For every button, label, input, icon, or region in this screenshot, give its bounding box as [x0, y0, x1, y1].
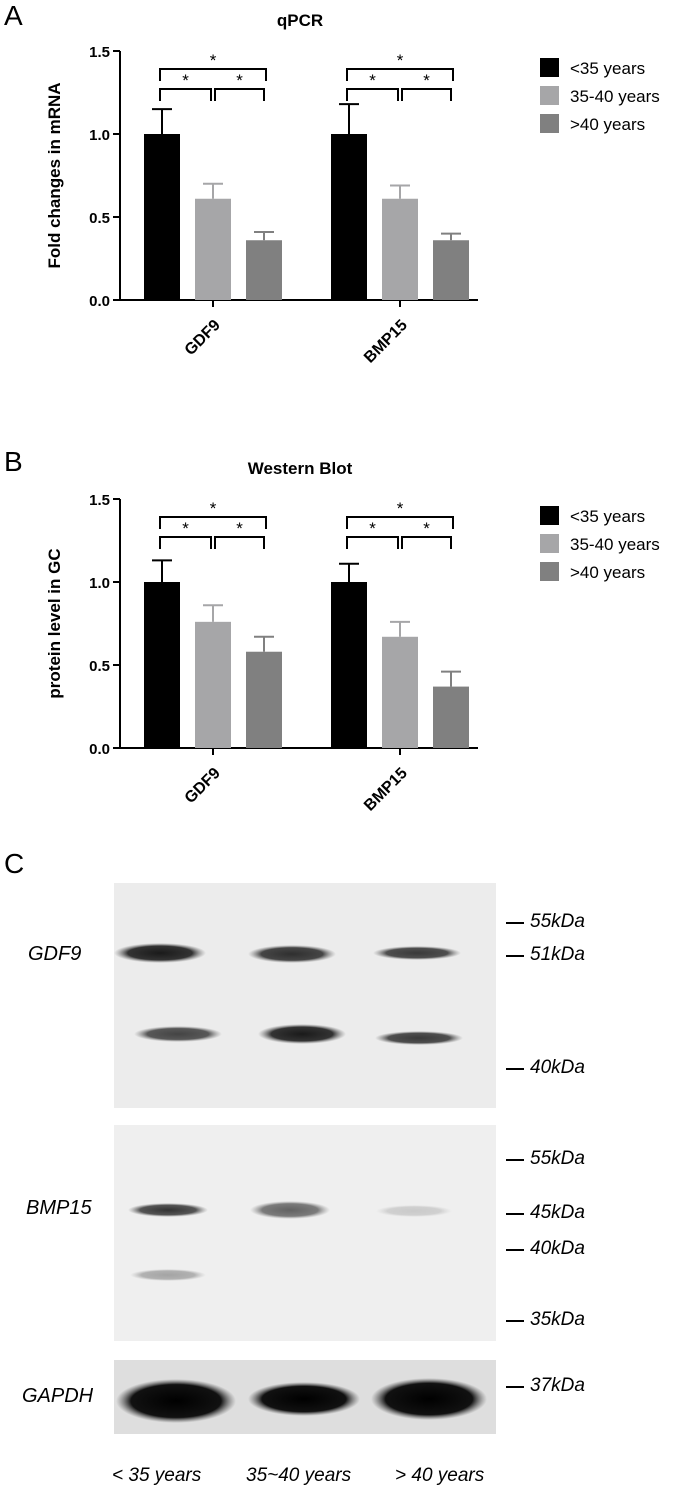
legend-label: >40 years — [570, 115, 645, 134]
chart-title: qPCR — [277, 11, 323, 30]
bmp15-marker-40: 40kDa — [506, 1238, 585, 1259]
legend-swatch — [540, 534, 559, 553]
y-tick-label: 0.5 — [89, 658, 110, 675]
x-tick-label: GDF9 — [182, 765, 224, 807]
bar — [144, 134, 180, 300]
significance-star: * — [182, 519, 189, 538]
significance-star: * — [397, 499, 404, 518]
significance-bracket — [214, 536, 265, 549]
y-tick-label: 1.5 — [89, 492, 110, 509]
chart-title: Western Blot — [248, 459, 353, 478]
significance-star: * — [210, 499, 217, 518]
bar — [195, 621, 231, 748]
bar — [331, 134, 367, 300]
significance-star: * — [397, 51, 404, 70]
significance-bracket — [401, 88, 452, 101]
y-axis-label: protein level in GC — [45, 548, 64, 698]
significance-star: * — [369, 71, 376, 90]
significance-bracket — [159, 68, 267, 81]
panel-letter-c: C — [4, 848, 25, 879]
significance-bracket — [346, 516, 454, 529]
gapdh-blot-label: GAPDH — [22, 1385, 94, 1407]
y-tick-label: 1.0 — [89, 127, 110, 144]
qpcr-chart: qPCR 0.0 0.5 1.0 1.5 Fold changes in mRNA GDF9… — [45, 11, 660, 367]
legend-label: >40 years — [570, 563, 645, 582]
legend-label: 35-40 years — [570, 535, 660, 554]
bar — [144, 582, 180, 748]
lane-label-gt40: > 40 years — [395, 1465, 485, 1486]
legend-label: <35 years — [570, 59, 645, 78]
x-tick-label: BMP15 — [361, 317, 411, 367]
bmp15-blot-image — [114, 1125, 496, 1341]
significance-star: * — [369, 519, 376, 538]
y-tick-label: 1.5 — [89, 44, 110, 61]
y-tick-label: 0.5 — [89, 210, 110, 227]
bar — [382, 198, 418, 300]
bmp15-marker-45: 45kDa — [506, 1202, 585, 1223]
panel-letter-b: B — [4, 446, 23, 477]
legend-label: 35-40 years — [570, 87, 660, 106]
gdf9-marker-51: 51kDa — [506, 944, 585, 965]
gdf9-marker-55: 55kDa — [506, 911, 585, 932]
x-tick-label: GDF9 — [182, 317, 224, 359]
bar — [433, 686, 469, 748]
significance-bracket — [346, 536, 399, 549]
significance-bracket — [159, 536, 212, 549]
significance-star: * — [423, 519, 430, 538]
gdf9-blot-label: GDF9 — [28, 943, 82, 965]
gapdh-marker-37: 37kDa — [506, 1375, 585, 1396]
significance-bracket — [346, 68, 454, 81]
gapdh-blot-image — [114, 1360, 496, 1434]
bar — [433, 240, 469, 300]
significance-star: * — [423, 71, 430, 90]
bar — [195, 198, 231, 300]
significance-bracket — [159, 516, 267, 529]
significance-bracket — [401, 536, 452, 549]
y-tick-label: 0.0 — [89, 741, 110, 758]
legend-swatch — [540, 562, 559, 581]
bmp15-marker-35: 35kDa — [506, 1309, 585, 1330]
legend-swatch — [540, 114, 559, 133]
bmp15-marker-55: 55kDa — [506, 1148, 585, 1169]
western-blot-chart: Western Blot 0.0 0.5 1.0 1.5 protein level in… — [45, 459, 660, 815]
y-tick-label: 1.0 — [89, 575, 110, 592]
legend-label: <35 years — [570, 507, 645, 526]
lane-label-35-40: 35~40 years — [246, 1465, 352, 1486]
gdf9-blot-image — [114, 883, 496, 1108]
legend-swatch — [540, 86, 559, 105]
significance-bracket — [214, 88, 265, 101]
bar — [382, 636, 418, 748]
significance-star: * — [210, 51, 217, 70]
bar — [246, 240, 282, 300]
significance-star: * — [236, 71, 243, 90]
significance-star: * — [236, 519, 243, 538]
gdf9-marker-40: 40kDa — [506, 1057, 585, 1078]
significance-bracket — [159, 88, 212, 101]
significance-bracket — [346, 88, 399, 101]
bar — [246, 651, 282, 748]
y-tick-label: 0.0 — [89, 293, 110, 310]
bar — [331, 582, 367, 748]
bmp15-blot-label: BMP15 — [26, 1197, 92, 1219]
y-axis-label: Fold changes in mRNA — [45, 82, 64, 268]
x-tick-label: BMP15 — [361, 765, 411, 815]
legend-swatch — [540, 58, 559, 77]
lane-label-lt35: < 35 years — [112, 1465, 202, 1486]
significance-star: * — [182, 71, 189, 90]
panel-letter-a: A — [4, 0, 23, 31]
legend-swatch — [540, 506, 559, 525]
